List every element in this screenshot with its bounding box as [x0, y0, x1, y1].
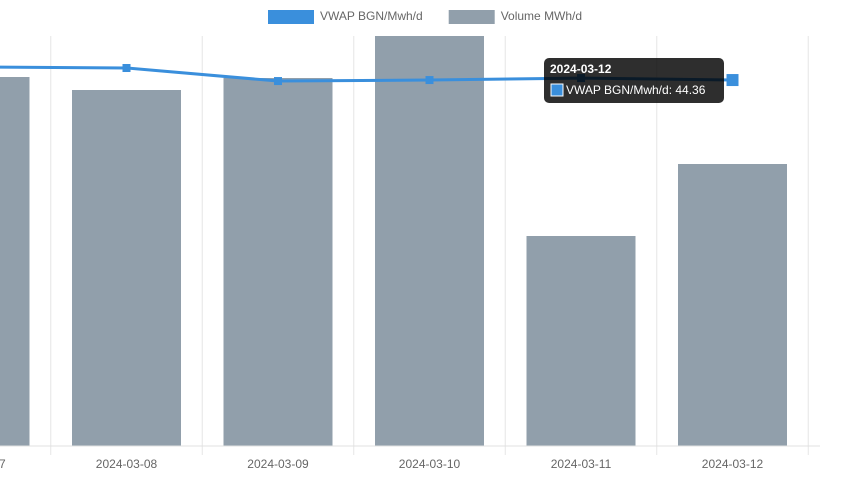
line-point	[726, 74, 739, 87]
legend-label: Volume MWh/d	[501, 9, 582, 23]
bars	[0, 36, 787, 446]
legend-label: VWAP BGN/Mwh/d	[320, 9, 423, 23]
line-point	[122, 64, 131, 73]
x-tick-label: 2024-03-11	[551, 457, 612, 471]
bar	[375, 36, 484, 446]
legend-swatch	[448, 10, 495, 24]
bar	[678, 164, 787, 446]
x-tick-label: 2024-03-09	[247, 457, 309, 471]
bar	[223, 78, 333, 446]
tooltip-swatch	[550, 83, 564, 97]
tooltip-title: 2024-03-12	[550, 62, 612, 76]
line-point	[425, 76, 434, 85]
bar	[526, 236, 636, 446]
tooltip: 2024-03-12 VWAP BGN/Mwh/d: 44.36	[544, 58, 724, 103]
grid	[50, 36, 809, 446]
tooltip-box	[544, 58, 724, 103]
line-point	[274, 77, 282, 86]
legend: VWAP BGN/Mwh/d Volume MWh/d	[268, 9, 582, 24]
tooltip-text: VWAP BGN/Mwh/d: 44.36	[566, 83, 706, 97]
legend-swatch	[268, 10, 314, 24]
x-tick-label: 2024-03-10	[399, 457, 461, 471]
bar	[72, 90, 181, 446]
bar	[0, 77, 30, 446]
x-tick-label: 2024-03-07	[0, 457, 6, 471]
x-axis: 2024-03-07 2024-03-08 2024-03-09 2024-03-10…	[0, 445, 820, 471]
x-tick-label: 2024-03-08	[96, 457, 158, 471]
x-tick-label: 2024-03-12	[702, 457, 764, 471]
